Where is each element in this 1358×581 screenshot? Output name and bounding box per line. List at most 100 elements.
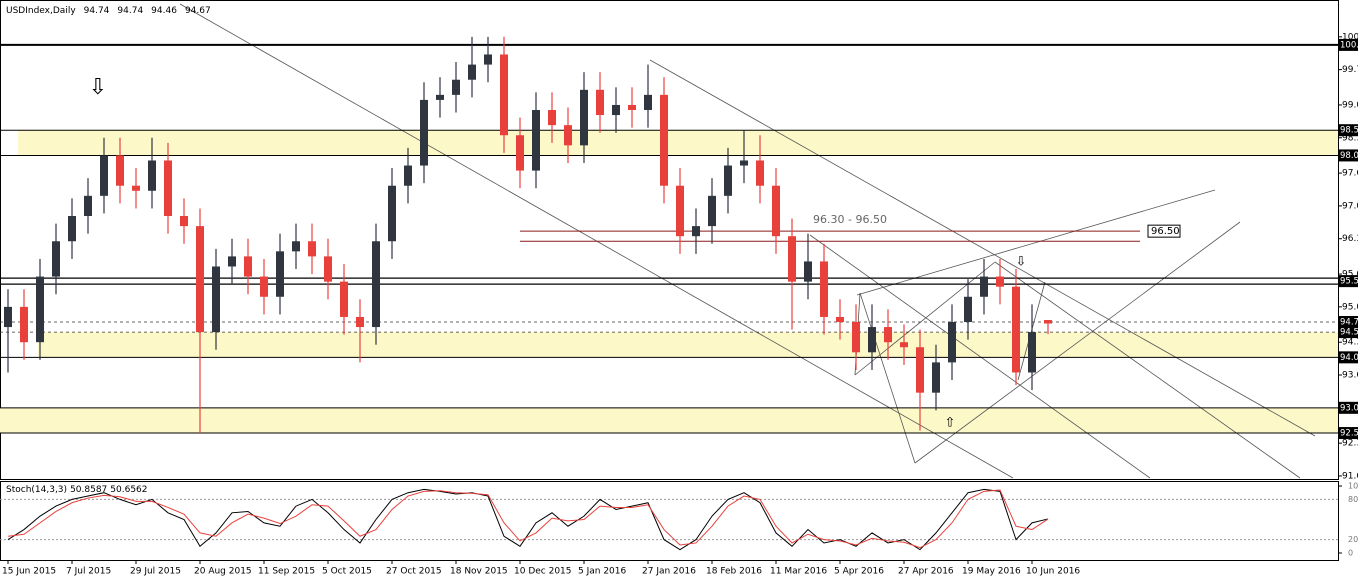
- level-box: [1339, 351, 1358, 364]
- trendline: [854, 261, 996, 376]
- stoch-value: 50.8587: [70, 485, 107, 495]
- y-tick-label: 95.65: [1342, 270, 1358, 280]
- y-tick-label: 97.00: [1342, 201, 1358, 211]
- candle-body: [468, 64, 476, 80]
- candle-body: [1028, 332, 1036, 373]
- zone: [0, 407, 1338, 434]
- candle-body: [788, 236, 796, 282]
- level-box: [1339, 38, 1358, 51]
- candle-body: [596, 89, 604, 116]
- y-tick-label: 100.35: [1342, 32, 1358, 42]
- stoch-line: [7, 489, 1049, 549]
- candle-body: [372, 241, 380, 328]
- candle-body: [116, 155, 124, 186]
- candle-body: [276, 251, 284, 297]
- candle-body: [516, 135, 524, 171]
- x-tick-label: 29 Jul 2015: [130, 567, 181, 577]
- level-label: 95.51: [1340, 277, 1358, 287]
- x-tick-label: 15 Jun 2015: [2, 567, 56, 577]
- candle-body: [132, 185, 140, 191]
- x-tick-label: 27 Oct 2015: [386, 567, 442, 577]
- zone: [18, 130, 1338, 156]
- stoch-line: [7, 488, 1049, 551]
- level-label: 93.00: [1340, 403, 1358, 413]
- x-tick-label: 5 Jan 2016: [578, 567, 626, 577]
- candle-body: [100, 155, 108, 196]
- candle-body: [436, 94, 444, 100]
- trendline: [859, 292, 916, 464]
- level-label: 100.19: [1340, 40, 1358, 50]
- stoch-tick-label: 100: [1348, 482, 1358, 491]
- candle-body: [884, 327, 892, 343]
- candle-body: [388, 185, 396, 242]
- zone: [38, 332, 1338, 358]
- level-box: [1339, 427, 1358, 440]
- candle-body: [740, 160, 748, 166]
- candle-body: [196, 226, 204, 333]
- annotation: 96.30 - 96.50: [813, 213, 887, 226]
- candle-body: [564, 125, 572, 146]
- arrow-up: ⇧: [945, 416, 956, 431]
- level-label: 94.70: [1340, 318, 1358, 328]
- x-tick-label: 27 Jan 2016: [642, 567, 696, 577]
- candle-body: [260, 276, 268, 297]
- candle-body: [628, 104, 636, 111]
- y-tick-label: 99.70: [1342, 65, 1358, 75]
- y-tick-label: 98.35: [1342, 133, 1358, 143]
- level-box: [1339, 316, 1358, 329]
- stoch-tick-label: 80: [1348, 495, 1358, 504]
- candle-body: [52, 241, 60, 277]
- y-tick-label: 96.35: [1342, 234, 1358, 244]
- candle-body: [356, 316, 364, 328]
- candle-body: [548, 110, 556, 126]
- stoch-value: 50.6562: [110, 485, 147, 495]
- candle-body: [244, 256, 252, 277]
- x-tick-label: 19 May 2016: [962, 567, 1021, 577]
- x-tick-label: 5 Oct 2015: [322, 567, 372, 577]
- candle-body: [1044, 319, 1052, 324]
- candle-body: [916, 347, 924, 393]
- trendline: [809, 234, 1151, 479]
- candle-body: [420, 99, 428, 166]
- arrow-down: ⇩: [89, 75, 107, 100]
- level-label: 94.50: [1340, 328, 1358, 338]
- candle-body: [452, 79, 460, 95]
- level-box: [1339, 275, 1358, 288]
- x-tick-label: 18 Feb 2016: [706, 567, 762, 577]
- candle-body: [580, 89, 588, 146]
- y-tick-label: 99.00: [1342, 100, 1358, 110]
- level-label: 92.50: [1340, 429, 1358, 439]
- candle-body: [4, 306, 12, 328]
- candle-body: [868, 327, 876, 353]
- candle-body: [772, 185, 780, 237]
- candle-body: [324, 256, 332, 282]
- stoch-tick-label: 0: [1348, 549, 1353, 558]
- level-box: [1339, 149, 1358, 162]
- candle-body: [820, 261, 828, 317]
- candle-body: [292, 241, 300, 252]
- candle-body: [964, 296, 972, 323]
- x-tick-label: 11 Mar 2016: [770, 567, 827, 577]
- arrow-down: ⇩: [1016, 255, 1027, 270]
- candle-body: [996, 276, 1004, 287]
- candle-body: [180, 216, 188, 227]
- candle-body: [756, 160, 764, 186]
- y-tick-label: 93.65: [1342, 371, 1358, 381]
- x-tick-label: 10 Dec 2015: [514, 567, 572, 577]
- level-label: 96.50: [1151, 226, 1180, 237]
- main-panel: [0, 0, 1339, 480]
- stoch-panel: [0, 481, 1339, 561]
- ohlc-value: 94.74: [84, 6, 110, 16]
- candle-body: [1012, 286, 1020, 373]
- candle-body: [804, 261, 812, 282]
- stoch-title: Stoch(14,3,3): [6, 485, 67, 495]
- y-tick-label: 95.00: [1342, 302, 1358, 312]
- candle-body: [228, 256, 236, 267]
- level-box: [1339, 326, 1358, 339]
- candle-body: [36, 276, 44, 343]
- ohlc-value: 94.46: [151, 6, 177, 16]
- title: USDIndex,Daily: [6, 6, 76, 16]
- candle-body: [852, 322, 860, 353]
- y-tick-label: 92.30: [1342, 439, 1358, 449]
